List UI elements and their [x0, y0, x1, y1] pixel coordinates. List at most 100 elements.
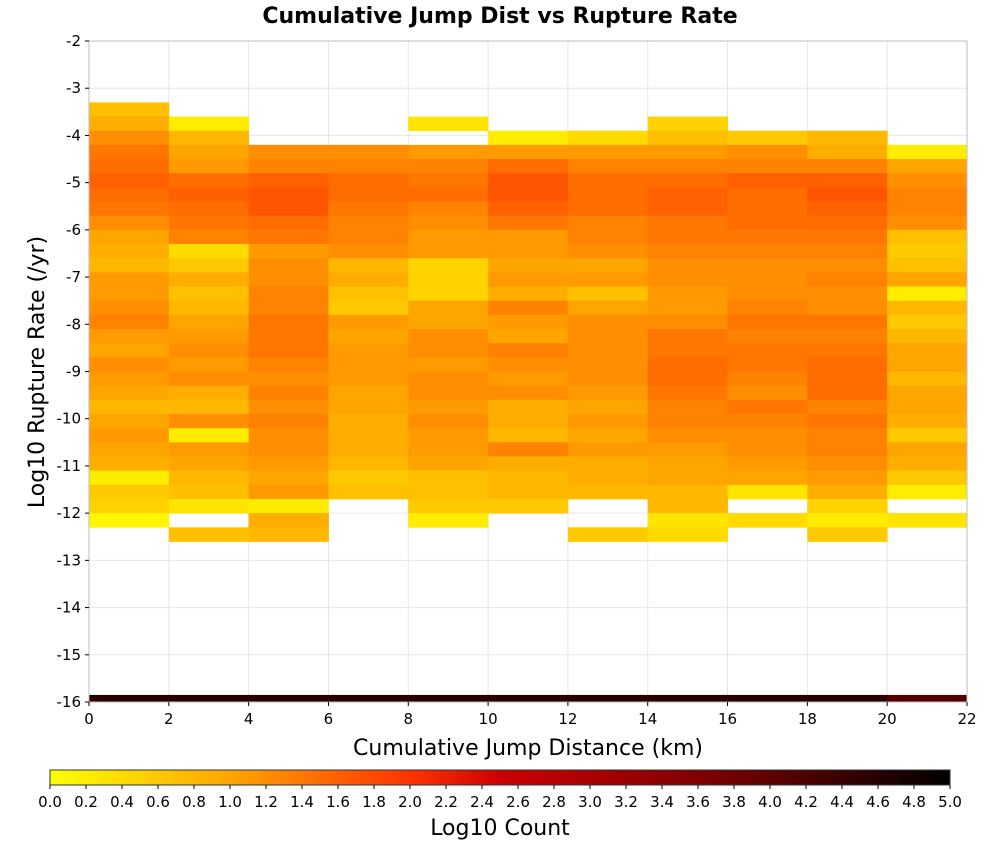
- colorbar-tick-label: 0.6: [146, 793, 170, 811]
- heatmap-cell: [408, 300, 489, 316]
- heatmap-cell: [807, 272, 888, 287]
- heatmap-cell-bottom: [248, 694, 329, 702]
- colorbar-tick-label: 0.8: [182, 793, 206, 811]
- heatmap-cell: [408, 144, 489, 160]
- colorbar-tick-label: 2.4: [470, 793, 494, 811]
- heatmap-cell: [727, 215, 808, 231]
- heatmap-cell: [328, 272, 409, 287]
- y-tick-label: -7: [66, 268, 81, 286]
- y-tick-label: -16: [57, 693, 82, 711]
- heatmap-cell: [248, 357, 329, 372]
- heatmap-cell: [408, 456, 489, 472]
- heatmap-cell: [567, 215, 649, 231]
- heatmap-cell: [488, 300, 569, 316]
- x-tick-label: 12: [558, 710, 577, 728]
- heatmap-cell: [807, 385, 888, 401]
- heatmap-cell: [887, 272, 968, 287]
- heatmap-cell: [647, 286, 728, 302]
- heatmap-cell: [647, 159, 728, 174]
- y-axis-label: Log10 Rupture Rate (/yr): [25, 236, 50, 508]
- heatmap-cell: [647, 413, 728, 429]
- heatmap-cell: [328, 385, 409, 401]
- x-tick-label: 22: [957, 710, 976, 728]
- y-tick-label: -15: [57, 646, 82, 664]
- heatmap-cell: [328, 428, 409, 443]
- heatmap-cell: [807, 357, 888, 372]
- heatmap-cell: [647, 371, 728, 387]
- heatmap-cell: [727, 413, 808, 429]
- heatmap-cell: [727, 144, 808, 160]
- heatmap-cell: [328, 371, 409, 387]
- heatmap-cell-bottom: [567, 694, 649, 702]
- heatmap-cell: [887, 286, 968, 302]
- colorbar-tick-label: 3.8: [722, 793, 746, 811]
- heatmap-cell: [807, 130, 888, 146]
- heatmap-cell: [727, 484, 808, 500]
- heatmap-cell: [567, 413, 649, 429]
- heatmap-cell: [248, 159, 329, 174]
- heatmap-cell: [567, 258, 649, 273]
- heatmap-cell: [488, 428, 569, 443]
- heatmap-cell: [488, 329, 569, 344]
- heatmap-cell: [488, 385, 569, 401]
- y-axis-ticks: -2 -3 -4 -5 -6 -7 -8 -9 -10 -11 -12 -13 -14 -15 -16: [57, 32, 89, 711]
- heatmap-cell-bottom: [647, 694, 728, 702]
- x-axis-label: Cumulative Jump Distance (km): [353, 736, 703, 761]
- heatmap-cell: [328, 357, 409, 372]
- heatmap-cell: [647, 399, 728, 415]
- heatmap-cell: [807, 484, 888, 500]
- heatmap-cell: [408, 484, 489, 500]
- heatmap-cell: [567, 329, 649, 344]
- heatmap-cell: [807, 413, 888, 429]
- heatmap-cell: [567, 144, 649, 160]
- heatmap-cell: [887, 357, 968, 372]
- heatmap-cell: [248, 173, 329, 188]
- colorbar-tick-label: 1.6: [326, 793, 350, 811]
- heatmap-cell: [887, 343, 968, 358]
- heatmap-cell: [727, 343, 808, 358]
- chart-title: Cumulative Jump Dist vs Rupture Rate: [262, 4, 737, 29]
- heatmap-cell: [887, 314, 968, 330]
- heatmap-cell: [488, 244, 569, 259]
- heatmap-cell: [408, 513, 489, 528]
- heatmap-cell: [168, 484, 250, 500]
- heatmap-cell: [887, 300, 968, 316]
- heatmap-cell: [168, 144, 250, 160]
- heatmap-cell: [567, 201, 649, 217]
- heatmap-cell: [408, 215, 489, 231]
- heatmap-cell: [807, 428, 888, 443]
- colorbar: [49, 769, 951, 786]
- heatmap-cell: [647, 385, 728, 401]
- heatmap-cell: [887, 258, 968, 273]
- x-tick-label: 16: [718, 710, 737, 728]
- heatmap-cell: [727, 399, 808, 415]
- heatmap-cell: [328, 314, 409, 330]
- heatmap-cell: [488, 272, 569, 287]
- heatmap-cell: [248, 258, 329, 273]
- heatmap-cell: [248, 442, 329, 457]
- heatmap-cell: [248, 484, 329, 500]
- heatmap-cell: [248, 428, 329, 443]
- heatmap-cell: [328, 413, 409, 429]
- heatmap-cell: [328, 329, 409, 344]
- heatmap-cell: [727, 272, 808, 287]
- heatmap-cell: [488, 258, 569, 273]
- heatmap-cell: [647, 187, 728, 202]
- heatmap-cell: [488, 314, 569, 330]
- heatmap-cell: [408, 201, 489, 217]
- heatmap-cell: [89, 116, 170, 132]
- heatmap-cell: [567, 470, 649, 486]
- heatmap-cell: [727, 201, 808, 217]
- colorbar-tick-label: 2.8: [542, 793, 566, 811]
- heatmap-cell: [488, 229, 569, 245]
- colorbar-tick-label: 4.2: [794, 793, 818, 811]
- colorbar-tick-label: 0.4: [110, 793, 134, 811]
- heatmap-cell: [488, 498, 569, 514]
- colorbar-tick-label: 4.0: [758, 793, 782, 811]
- heatmap-cell: [328, 456, 409, 472]
- heatmap-cell: [887, 173, 968, 188]
- heatmap-cell: [807, 399, 888, 415]
- heatmap-cell: [168, 286, 250, 302]
- colorbar-ticks: 0.0 0.2 0.4 0.6 0.8 1.0 1.2 1.4 1.6 1.8 2.0 2.2 2.4 2…: [38, 785, 962, 811]
- heatmap-cell: [168, 385, 250, 401]
